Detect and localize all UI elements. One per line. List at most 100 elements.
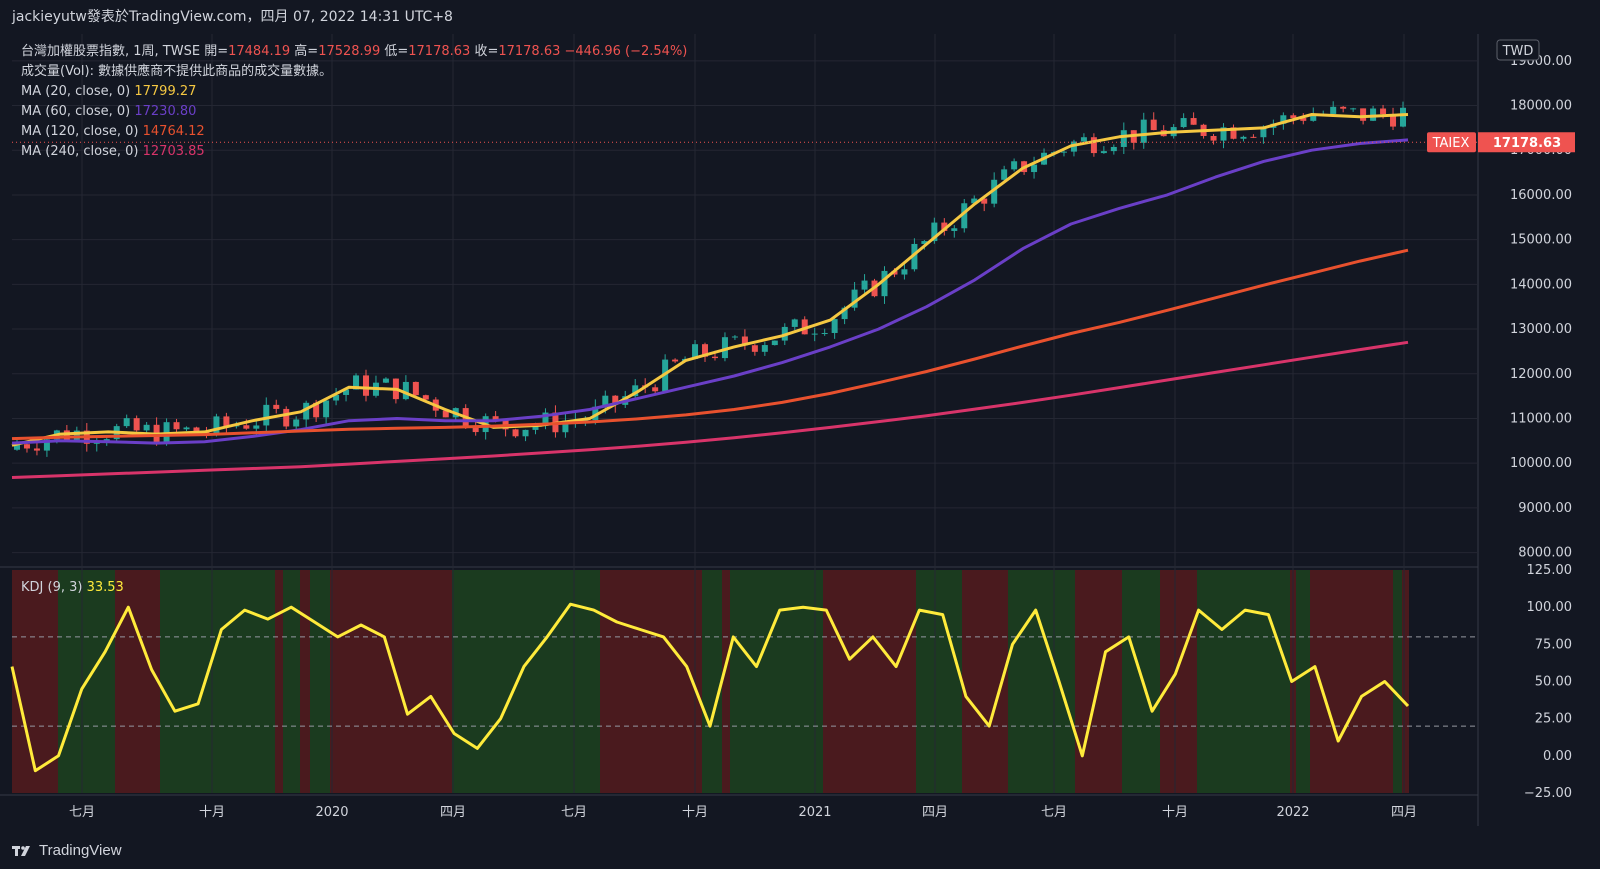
candle-body xyxy=(921,241,928,244)
candle xyxy=(143,421,150,434)
candle-body xyxy=(801,319,808,335)
candle xyxy=(1001,165,1008,181)
kdj-zone-14 xyxy=(823,570,916,793)
candle-body xyxy=(901,269,908,275)
candle xyxy=(881,266,888,304)
kdj-zone-21 xyxy=(1197,570,1290,793)
candle xyxy=(901,261,908,280)
candle-body xyxy=(1060,151,1067,153)
ma-line-3 xyxy=(11,340,1409,479)
candle xyxy=(791,318,798,331)
candle-body xyxy=(283,408,290,427)
candle xyxy=(1240,135,1247,142)
candle xyxy=(801,316,808,335)
time-tick-label: 十月 xyxy=(682,805,708,820)
candle-body xyxy=(961,203,968,229)
candle-body xyxy=(243,425,250,429)
candle-body xyxy=(323,400,330,418)
candle-body xyxy=(1390,114,1397,127)
candle xyxy=(1350,107,1357,112)
candle xyxy=(1011,158,1018,172)
candle-body xyxy=(343,389,350,395)
candle xyxy=(183,426,190,432)
candle xyxy=(1100,146,1107,154)
price-badge: 17178.63 xyxy=(1493,136,1561,151)
candle-body xyxy=(263,404,270,426)
candle-body xyxy=(1011,161,1018,170)
kdj-zone-6 xyxy=(300,570,310,793)
candle-body xyxy=(1220,127,1227,141)
candle xyxy=(1090,133,1097,157)
kdj-zone-15 xyxy=(916,570,962,793)
candle xyxy=(672,358,679,364)
candle-body xyxy=(1350,108,1357,110)
kdj-zone-0 xyxy=(12,570,58,793)
candle-body xyxy=(14,444,20,450)
candle-body xyxy=(602,395,609,407)
candle xyxy=(951,225,958,238)
close-value: 17178.63 xyxy=(498,44,561,59)
price-tick-label: 18000.00 xyxy=(1510,99,1572,114)
kdj-tick-label: 25.00 xyxy=(1535,712,1572,727)
time-tick-label: 四月 xyxy=(1391,805,1417,820)
ma-line-1 xyxy=(11,138,1409,445)
candle xyxy=(761,341,768,356)
candle-body xyxy=(133,418,140,431)
candle xyxy=(1250,134,1257,139)
kdj-zone-7 xyxy=(310,570,330,793)
candle-body xyxy=(1110,146,1117,152)
candle-body xyxy=(692,344,699,359)
candle-body xyxy=(492,416,499,421)
ma-line-2 xyxy=(11,248,1409,441)
candle xyxy=(1031,156,1038,179)
kdj-zone-17 xyxy=(1008,570,1075,793)
candle-body xyxy=(1150,119,1157,131)
candle-body xyxy=(1120,130,1127,147)
candle xyxy=(861,274,868,293)
candle xyxy=(512,428,519,438)
kdj-zone-9 xyxy=(452,570,600,793)
chart-legend: 台灣加權股票指數, 1周, TWSE 開=17484.19 高=17528.99… xyxy=(21,42,687,162)
time-tick-label: 四月 xyxy=(440,805,466,820)
candle-body xyxy=(353,375,360,390)
time-tick-label: 十月 xyxy=(1162,805,1188,820)
kdj-tick-label: 75.00 xyxy=(1535,637,1572,652)
candle-body xyxy=(592,406,599,421)
candle-body xyxy=(512,429,519,437)
ma60-value: 17230.80 xyxy=(134,104,197,119)
candle xyxy=(811,327,818,342)
candle xyxy=(1230,124,1237,140)
ma240-label: MA (240, close, 0) xyxy=(21,144,139,159)
candle-body xyxy=(741,336,748,346)
ma20-label: MA (20, close, 0) xyxy=(21,84,131,99)
kdj-zone-23 xyxy=(1296,570,1310,793)
tradingview-icon xyxy=(12,845,30,856)
currency-label: TWD xyxy=(1502,44,1534,59)
candle xyxy=(223,412,230,434)
candle-body xyxy=(303,402,310,420)
candle-body xyxy=(1140,119,1147,143)
kdj-legend: KDJ (9, 3) 33.53 xyxy=(21,580,124,595)
tradingview-logo[interactable]: TradingView xyxy=(12,842,122,859)
candle-body xyxy=(672,359,679,362)
candle-body xyxy=(721,337,728,359)
kdj-zone-2 xyxy=(115,570,160,793)
kdj-zone-20 xyxy=(1160,570,1197,793)
candle xyxy=(522,429,529,442)
candle-body xyxy=(1090,137,1097,154)
low-value: 17178.63 xyxy=(408,44,471,59)
candle-body xyxy=(333,394,340,401)
candle-body xyxy=(971,198,978,204)
ma60-line: MA (60, close, 0) 17230.80 xyxy=(21,102,687,122)
candle-body xyxy=(73,430,80,440)
candle-body xyxy=(522,429,529,437)
candle-body xyxy=(851,289,858,308)
time-tick-label: 2020 xyxy=(315,805,348,820)
candle xyxy=(273,399,280,414)
kdj-tick-label: 100.00 xyxy=(1527,600,1573,615)
candle-body xyxy=(173,422,180,430)
candle xyxy=(1220,123,1227,149)
candle xyxy=(692,340,699,360)
candle-body xyxy=(702,344,709,357)
